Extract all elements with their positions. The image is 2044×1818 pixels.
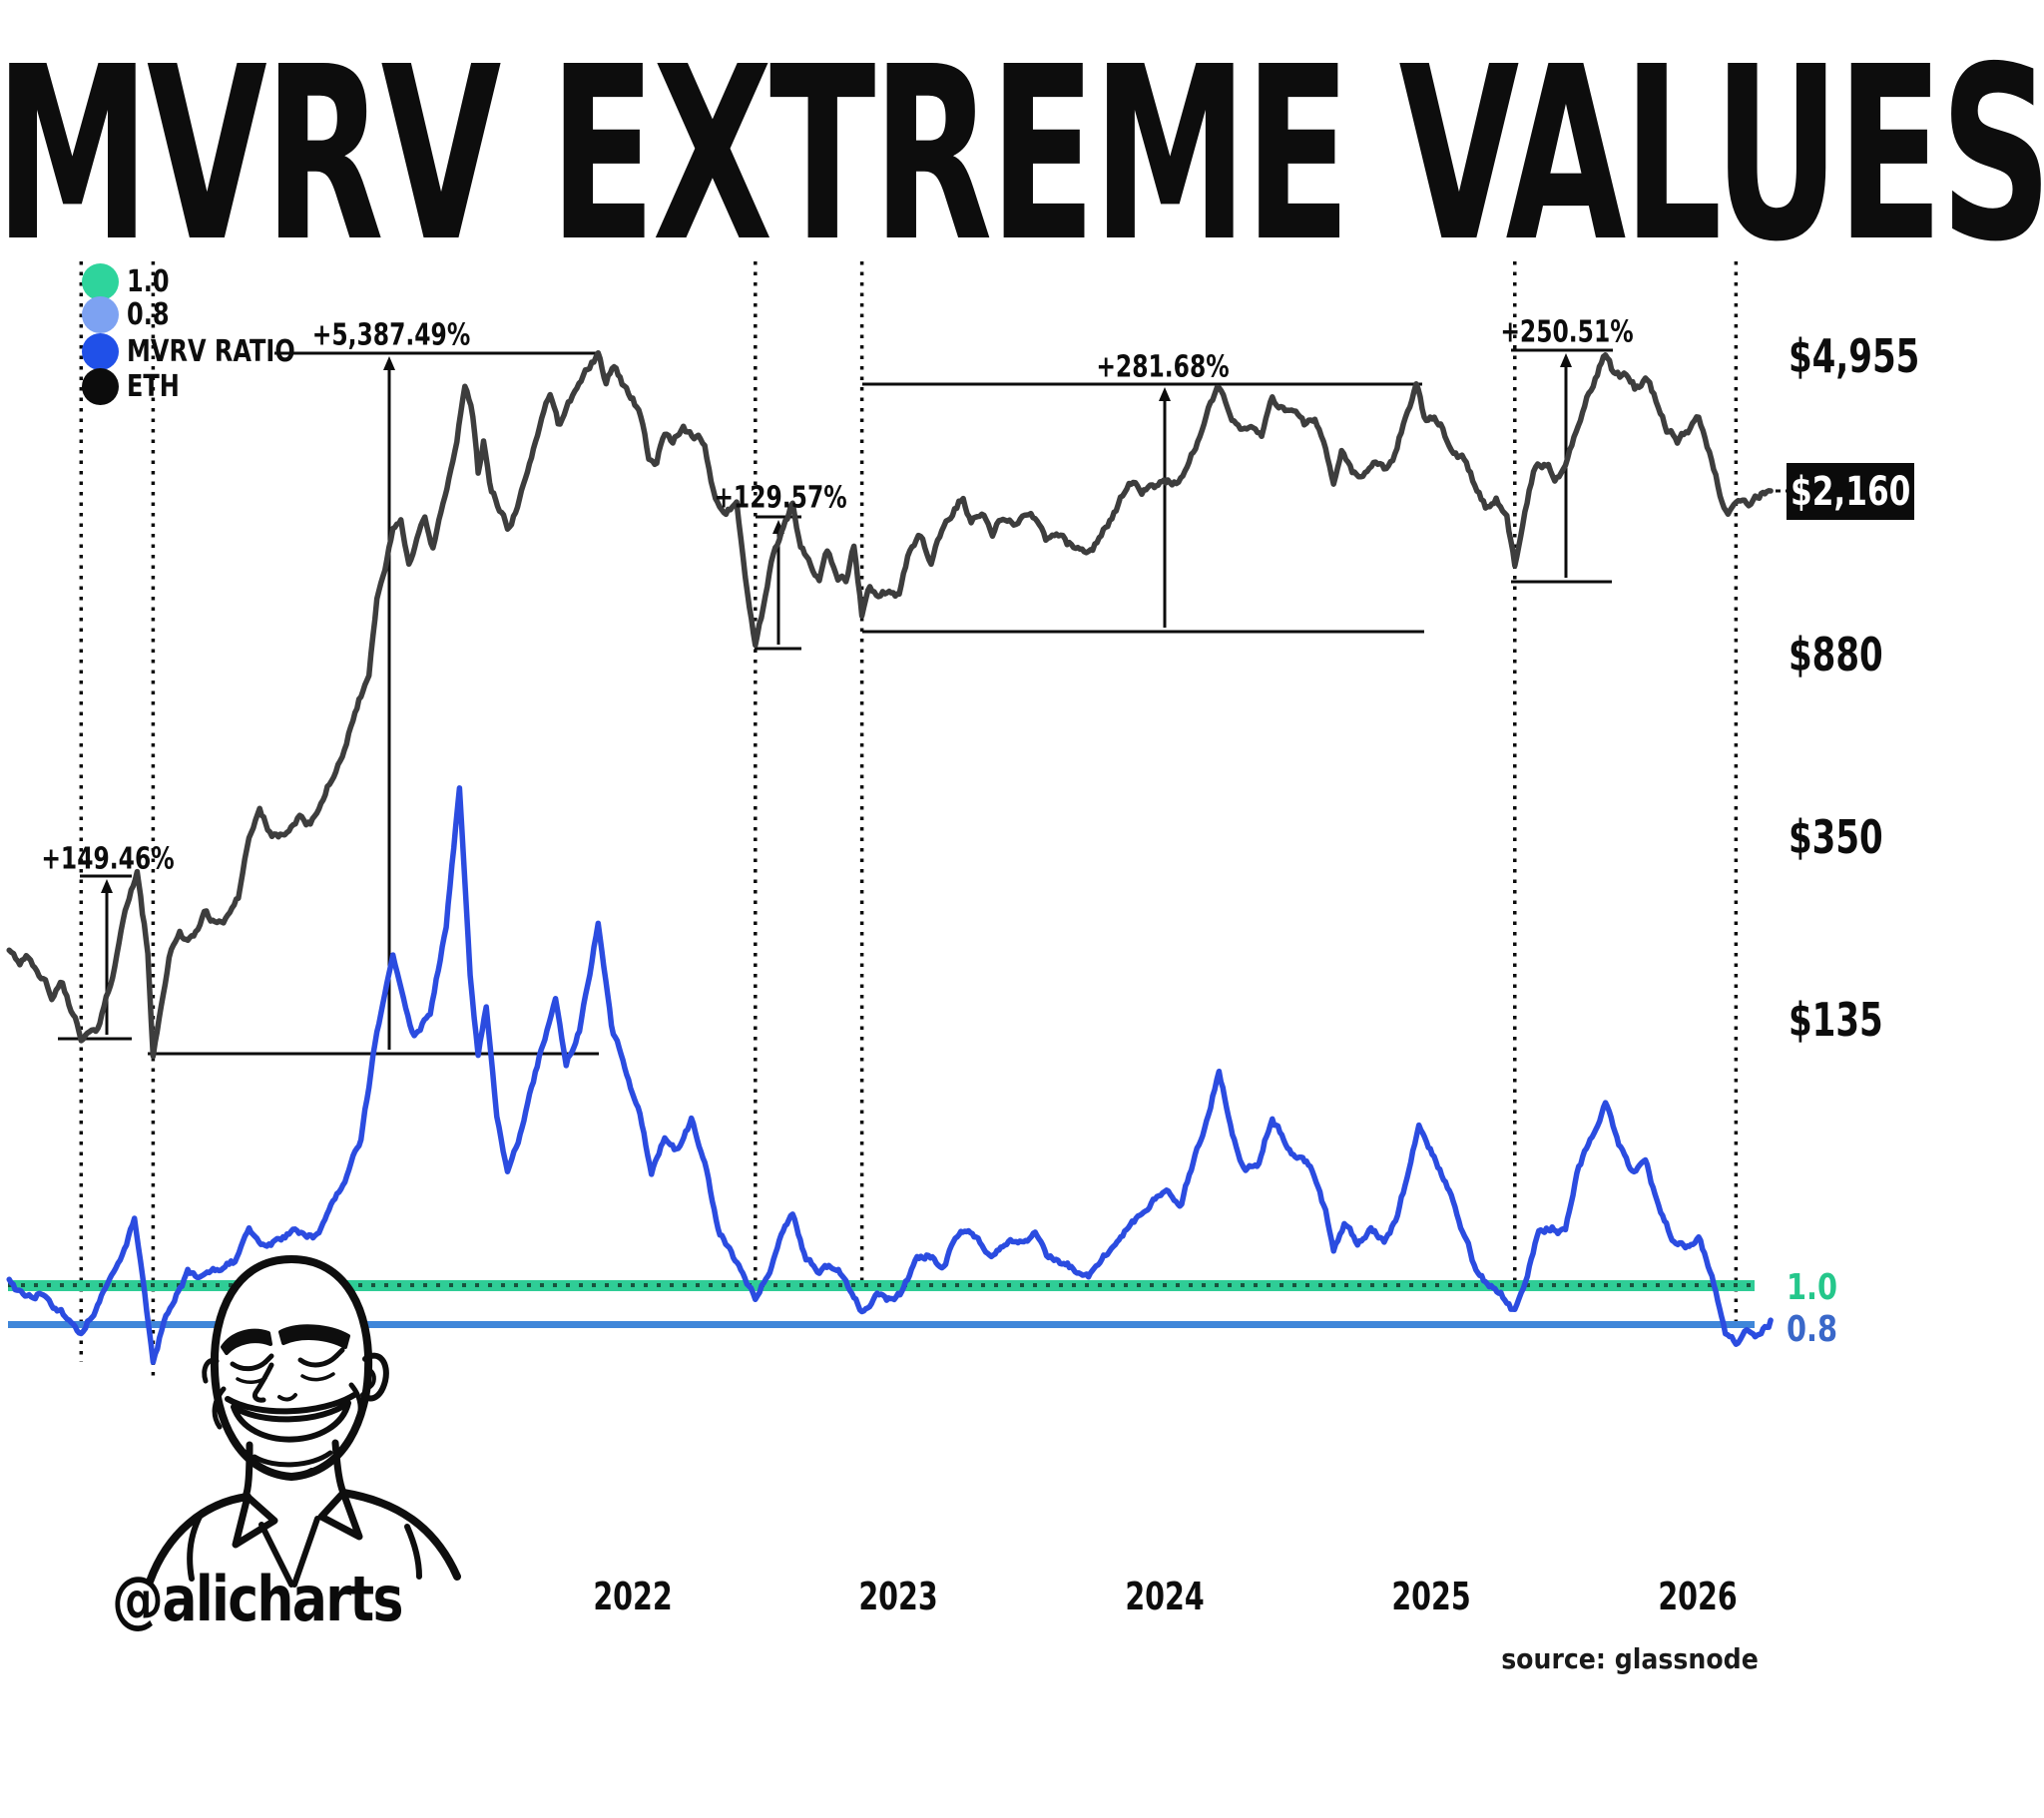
measure-arrow-head-icon [383, 356, 395, 370]
annotation-250-51: +250.51% [1500, 314, 1634, 350]
measure-arrow-head-icon [1560, 353, 1572, 367]
mvrv-ratio-line [6, 785, 1774, 1365]
measure-arrow-head-icon [1159, 387, 1171, 401]
legend-swatch-lightblue-icon [82, 295, 119, 333]
eth-price-line [6, 349, 1774, 1060]
author-watermark: @alicharts [112, 1563, 403, 1635]
legend-item-mvrv-ratio: MVRV RATIO [82, 332, 337, 370]
current-price-value: $2,160 [1789, 468, 1911, 515]
x-axis-label-2025: 2025 [1391, 1575, 1471, 1618]
legend-swatch-black-icon [82, 367, 119, 405]
x-axis-label-2022: 2022 [593, 1575, 673, 1618]
x-axis-label-2026: 2026 [1658, 1575, 1738, 1618]
legend-item-1-0: 1.0 [82, 262, 180, 300]
y-axis-label-350: $350 [1788, 810, 1883, 864]
x-axis-label-2023: 2023 [858, 1575, 938, 1618]
legend-swatch-blue-icon [82, 332, 119, 370]
legend-label: 0.8 [127, 296, 170, 332]
current-price-tag: $2,160 [1787, 463, 1914, 520]
x-axis-label-2024: 2024 [1125, 1575, 1205, 1618]
legend-item-0-8: 0.8 [82, 295, 180, 333]
measure-arrow-head-icon [101, 879, 113, 893]
source-note: source: glassnode [1501, 1642, 1759, 1675]
mvrv-0-8-line [8, 1321, 1755, 1328]
legend-swatch-green-icon [82, 262, 119, 300]
alicharts-face-logo [146, 1255, 461, 1606]
annotation-129-57: +129.57% [714, 480, 847, 516]
ratio-label-1-0: 1.0 [1787, 1267, 1838, 1308]
page-title: MVRV EXTREME VALUES [0, 16, 2044, 295]
y-axis-label-135: $135 [1788, 993, 1883, 1047]
legend-label: MVRV RATIO [127, 333, 295, 369]
legend-item-eth: ETH [82, 367, 193, 405]
ratio-label-0-8: 0.8 [1787, 1309, 1838, 1350]
annotation-281-68: +281.68% [1096, 349, 1230, 385]
y-axis-label-4955: $4,955 [1788, 329, 1920, 383]
annotation-149-46: +149.46% [41, 841, 175, 877]
annotation-5387-49: +5,387.49% [311, 317, 471, 353]
legend-label: 1.0 [127, 263, 170, 299]
y-axis-label-880: $880 [1788, 628, 1883, 682]
legend-label: ETH [127, 368, 180, 404]
